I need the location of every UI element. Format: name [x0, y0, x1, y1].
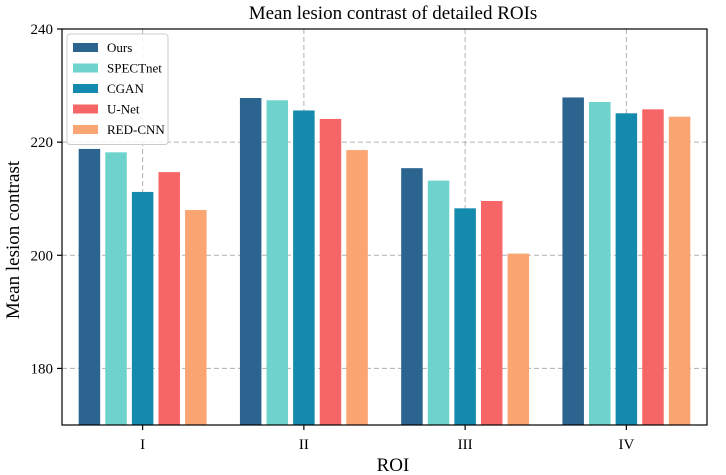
legend-box [66, 33, 169, 145]
bar-ours-ii [239, 98, 262, 425]
y-tick-label: 240 [31, 22, 54, 38]
bar-red-cnn-iii [507, 253, 530, 425]
legend-swatch [73, 43, 98, 52]
x-tick-label: III [458, 437, 473, 453]
x-tick-label: IV [618, 437, 634, 453]
bar-cgan-ii [293, 110, 315, 425]
legend-swatch [73, 63, 98, 73]
bar-spectnet-iii [427, 180, 450, 425]
plot-frame [61, 28, 708, 426]
bar-spectnet-ii [266, 100, 289, 425]
legend-swatch [73, 104, 98, 114]
y-tick-label: 200 [31, 248, 54, 264]
bar-u-net-i [158, 172, 180, 425]
bar-red-cnn-ii [346, 150, 368, 425]
bar-cgan-iv [615, 113, 638, 425]
legend-label: Ours [107, 40, 132, 55]
x-axis-label: ROI [377, 455, 410, 475]
bar-ours-iii [401, 168, 423, 425]
bar-u-net-iii [480, 200, 503, 425]
bar-u-net-iv [642, 109, 664, 426]
y-axis-label: Mean lesion contrast [3, 160, 24, 319]
bar-red-cnn-i [185, 210, 207, 425]
x-tick-label: I [140, 437, 145, 453]
x-tick-label: II [299, 437, 309, 453]
legend-label: U-Net [107, 102, 140, 117]
bar-ours-i [78, 148, 101, 425]
bar-spectnet-iv [589, 101, 611, 425]
y-tick-label: 180 [31, 361, 54, 377]
legend-swatch [73, 125, 98, 134]
y-tick-label: 220 [31, 135, 54, 151]
bar-cgan-iii [454, 208, 476, 425]
bar-ours-iv [562, 97, 584, 426]
bar-u-net-ii [319, 118, 342, 425]
bar-cgan-i [131, 191, 154, 425]
legend-swatch [73, 84, 98, 93]
bars [78, 97, 691, 426]
legend-label: RED-CNN [107, 122, 165, 137]
bar-red-cnn-iv [668, 116, 691, 425]
legend-label: CGAN [107, 81, 144, 96]
legend: Ours SPECTnet CGAN U-Net RED-CNN [66, 33, 169, 145]
legend-label: SPECTnet [107, 61, 162, 76]
bar-spectnet-i [105, 152, 127, 425]
chart-title: Mean lesion contrast of detailed ROIs [249, 3, 538, 24]
